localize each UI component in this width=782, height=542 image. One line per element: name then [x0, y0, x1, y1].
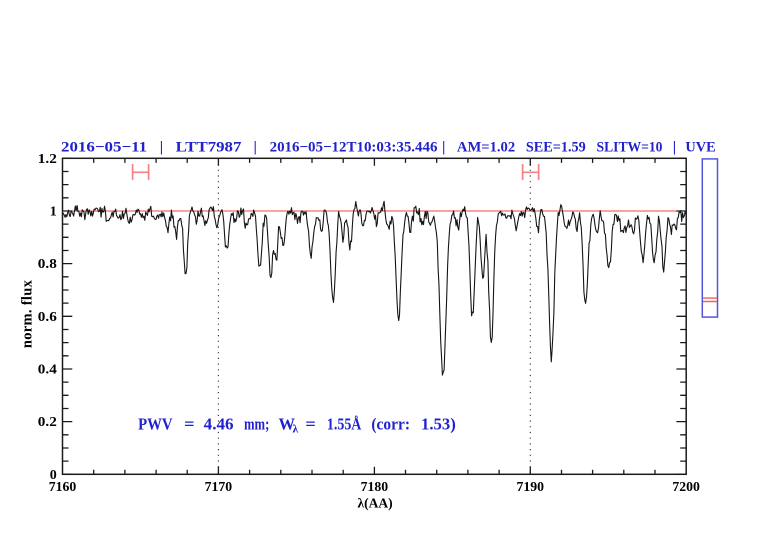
svg-text:SEE=1.59: SEE=1.59	[526, 139, 586, 155]
svg-text:7180: 7180	[361, 479, 389, 494]
svg-text:norm. flux: norm. flux	[20, 279, 36, 348]
svg-text:2016−05−12T10:03:35.446: 2016−05−12T10:03:35.446	[270, 139, 438, 155]
svg-text:0: 0	[50, 467, 57, 482]
svg-text:0.6: 0.6	[38, 309, 57, 324]
svg-text:LTT7987: LTT7987	[176, 139, 242, 155]
svg-text:1.53): 1.53)	[421, 415, 456, 434]
svg-text:|: |	[160, 139, 163, 155]
svg-text:UVE: UVE	[685, 139, 715, 155]
svg-text:1: 1	[50, 204, 57, 219]
svg-text:SLITW=10: SLITW=10	[597, 139, 663, 155]
svg-text:|: |	[673, 139, 676, 155]
svg-text:0.2: 0.2	[38, 414, 57, 429]
svg-text:7160: 7160	[49, 479, 77, 494]
svg-text:7170: 7170	[205, 479, 233, 494]
svg-text:7190: 7190	[517, 479, 545, 494]
svg-text:2016−05−11: 2016−05−11	[61, 139, 147, 155]
svg-text:1.2: 1.2	[38, 151, 57, 166]
svg-text:7200: 7200	[672, 479, 700, 494]
svg-text:0.8: 0.8	[38, 256, 57, 271]
svg-text:1.55Å: 1.55Å	[327, 415, 362, 434]
svg-text:0.4: 0.4	[38, 362, 57, 377]
svg-text:|: |	[442, 139, 445, 155]
svg-text:λ(AA): λ(AA)	[357, 495, 392, 510]
svg-text:λ: λ	[293, 424, 299, 436]
svg-text:=: =	[305, 415, 315, 434]
svg-text:=: =	[184, 415, 194, 434]
svg-text:AM=1.02: AM=1.02	[457, 139, 515, 155]
svg-text:PWV: PWV	[138, 415, 173, 434]
svg-text:|: |	[254, 139, 257, 155]
svg-text:4.46: 4.46	[204, 415, 234, 434]
svg-text:mm;: mm;	[244, 415, 269, 434]
svg-text:W: W	[279, 415, 296, 434]
svg-text:(corr:: (corr:	[371, 415, 410, 434]
